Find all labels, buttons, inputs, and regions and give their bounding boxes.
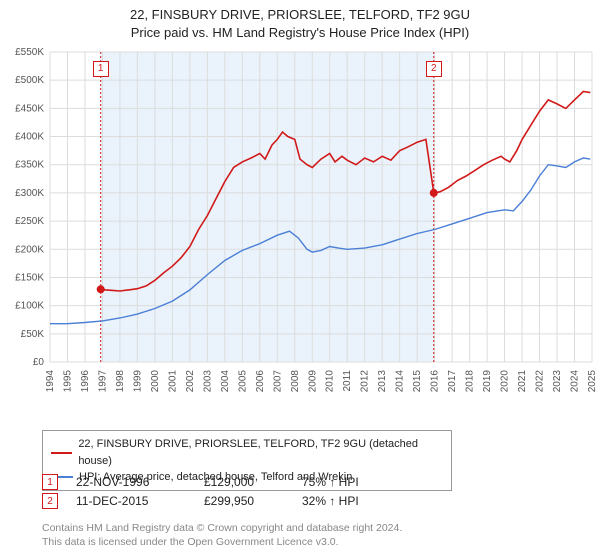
legend-row: 22, FINSBURY DRIVE, PRIORSLEE, TELFORD, … xyxy=(51,436,443,469)
svg-text:1998: 1998 xyxy=(115,370,126,393)
svg-text:£0: £0 xyxy=(33,357,45,368)
svg-text:2023: 2023 xyxy=(552,370,563,393)
chart-area: £0 £50K £100K £150K £200K £250K £300K £350K £400… xyxy=(0,44,600,424)
svg-text:£250K: £250K xyxy=(15,216,44,227)
svg-text:2018: 2018 xyxy=(465,370,476,393)
svg-text:2017: 2017 xyxy=(447,370,458,393)
event-date: 11-DEC-2015 xyxy=(76,494,186,508)
svg-text:2025: 2025 xyxy=(587,370,598,393)
title-address: 22, FINSBURY DRIVE, PRIORSLEE, TELFORD, … xyxy=(0,6,600,24)
footnote: Contains HM Land Registry data © Crown c… xyxy=(42,522,402,549)
svg-text:1995: 1995 xyxy=(62,370,73,393)
svg-text:2013: 2013 xyxy=(377,370,388,393)
event-badge: 2 xyxy=(42,493,58,509)
svg-text:2010: 2010 xyxy=(325,370,336,393)
svg-text:1994: 1994 xyxy=(45,370,56,393)
chart-svg: £0 £50K £100K £150K £200K £250K £300K £350K £400… xyxy=(0,44,600,424)
svg-text:2009: 2009 xyxy=(307,370,318,393)
svg-text:1999: 1999 xyxy=(132,370,143,393)
svg-text:2020: 2020 xyxy=(500,370,511,393)
svg-text:2021: 2021 xyxy=(517,370,528,393)
footnote-line: This data is licensed under the Open Gov… xyxy=(42,536,402,550)
legend-swatch xyxy=(51,452,72,454)
svg-text:£350K: £350K xyxy=(15,160,44,171)
svg-text:1996: 1996 xyxy=(80,370,91,393)
svg-text:2003: 2003 xyxy=(202,370,213,393)
svg-text:2012: 2012 xyxy=(360,370,371,393)
svg-text:2002: 2002 xyxy=(185,370,196,393)
svg-text:2011: 2011 xyxy=(342,370,353,392)
event-date: 22-NOV-1996 xyxy=(76,475,186,489)
event-price: £299,950 xyxy=(204,494,284,508)
event-row: 2 11-DEC-2015 £299,950 32% ↑ HPI xyxy=(42,493,392,509)
svg-text:£150K: £150K xyxy=(15,272,44,283)
svg-text:1997: 1997 xyxy=(97,370,108,393)
chart-marker-label: 2 xyxy=(426,61,442,77)
svg-text:2016: 2016 xyxy=(430,370,441,393)
svg-text:£50K: £50K xyxy=(21,329,45,340)
svg-text:£200K: £200K xyxy=(15,244,44,255)
svg-text:2007: 2007 xyxy=(272,370,283,393)
event-pct: 32% ↑ HPI xyxy=(302,494,392,508)
footnote-line: Contains HM Land Registry data © Crown c… xyxy=(42,522,402,536)
event-list: 1 22-NOV-1996 £129,000 75% ↑ HPI 2 11-DE… xyxy=(42,474,392,512)
event-row: 1 22-NOV-1996 £129,000 75% ↑ HPI xyxy=(42,474,392,490)
svg-text:2000: 2000 xyxy=(150,370,161,393)
event-pct: 75% ↑ HPI xyxy=(302,475,392,489)
svg-text:2022: 2022 xyxy=(535,370,546,393)
svg-text:2024: 2024 xyxy=(570,370,581,393)
svg-text:2005: 2005 xyxy=(237,370,248,393)
svg-text:£500K: £500K xyxy=(15,75,44,86)
svg-text:£400K: £400K xyxy=(15,132,44,143)
event-badge: 1 xyxy=(42,474,58,490)
legend-label: 22, FINSBURY DRIVE, PRIORSLEE, TELFORD, … xyxy=(78,436,443,469)
svg-text:2006: 2006 xyxy=(255,370,266,393)
svg-text:2014: 2014 xyxy=(395,370,406,393)
svg-text:2004: 2004 xyxy=(220,370,231,393)
chart-title: 22, FINSBURY DRIVE, PRIORSLEE, TELFORD, … xyxy=(0,0,600,41)
svg-text:£100K: £100K xyxy=(15,301,44,312)
svg-text:£450K: £450K xyxy=(15,103,44,114)
svg-text:£550K: £550K xyxy=(15,47,44,58)
svg-text:2019: 2019 xyxy=(482,370,493,393)
svg-text:2008: 2008 xyxy=(290,370,301,393)
svg-text:£300K: £300K xyxy=(15,188,44,199)
event-price: £129,000 xyxy=(204,475,284,489)
svg-text:2001: 2001 xyxy=(167,370,178,393)
title-sub: Price paid vs. HM Land Registry's House … xyxy=(0,24,600,42)
svg-text:2015: 2015 xyxy=(412,370,423,393)
chart-marker-label: 1 xyxy=(93,61,109,77)
